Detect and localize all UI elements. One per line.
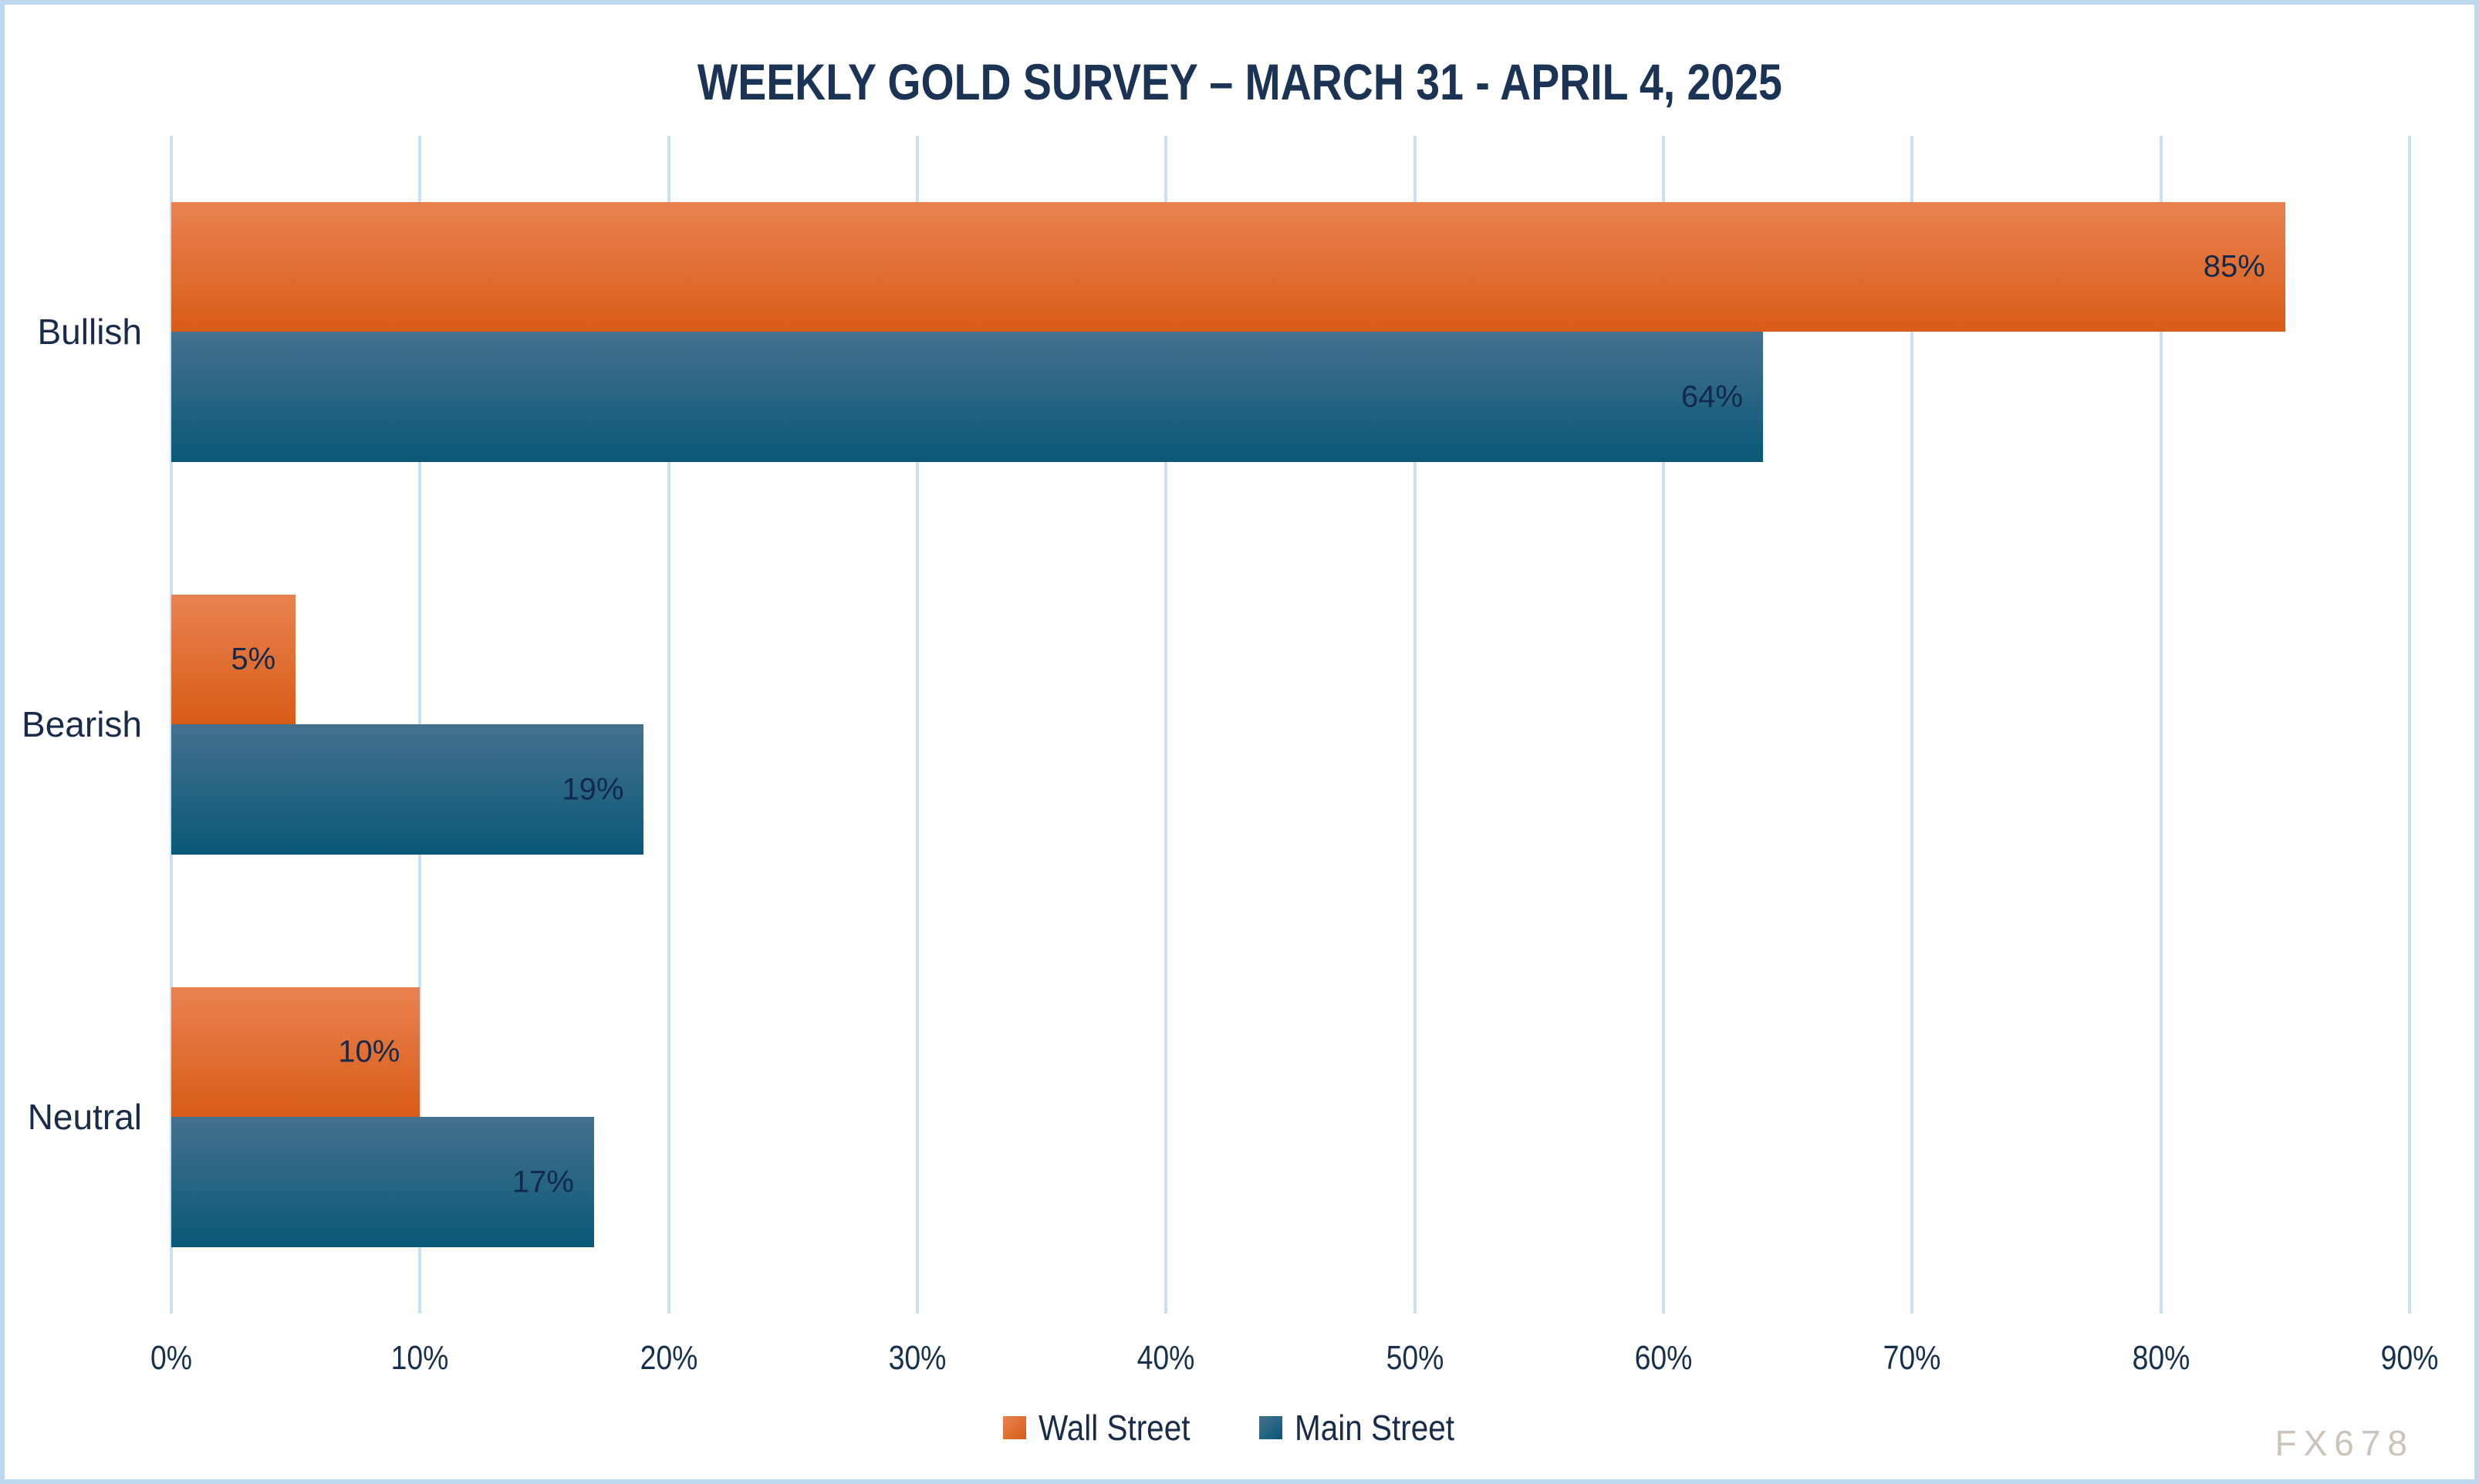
bar-value-label-wall-street-neutral: 10% <box>338 1034 400 1069</box>
x-tick-label-80: 80% <box>2127 1339 2195 1378</box>
gridline-70 <box>1910 136 1914 1314</box>
legend: Wall Street Main Street <box>5 1407 2474 1449</box>
gridline-90 <box>2408 136 2411 1314</box>
bar-value-label-main-street-bearish: 19% <box>562 772 624 807</box>
bar-main-street-bearish: 19% <box>171 724 644 855</box>
gridline-20 <box>667 136 670 1314</box>
x-tick-text-10: 10% <box>390 1339 449 1377</box>
chart-title: WEEKLY GOLD SURVEY – MARCH 31 - APRIL 4,… <box>5 45 2474 119</box>
x-tick-text-20: 20% <box>640 1339 698 1377</box>
legend-item-wall-street: Wall Street <box>1003 1407 1211 1449</box>
category-label-bullish: Bullish <box>37 312 142 352</box>
bar-main-street-neutral: 17% <box>171 1117 594 1248</box>
gridline-50 <box>1413 136 1417 1314</box>
category-row-neutral: Neutral 10% 17% <box>28 921 2410 1314</box>
x-tick-text-80: 80% <box>2132 1339 2190 1377</box>
x-tick-label-70: 70% <box>1878 1339 1946 1378</box>
x-tick-label-60: 60% <box>1630 1339 1697 1378</box>
x-tick-text-40: 40% <box>1136 1339 1195 1377</box>
category-row-bearish: Bearish 5% 19% <box>22 528 2410 921</box>
x-tick-text-70: 70% <box>1883 1339 1941 1377</box>
bar-value-label-main-street-bullish: 64% <box>1680 379 1743 414</box>
bar-main-street-bullish: 64% <box>171 332 1763 463</box>
legend-marker-main-street <box>1258 1416 1282 1439</box>
x-tick-label-40: 40% <box>1132 1339 1200 1378</box>
x-tick-text-60: 60% <box>1634 1339 1693 1377</box>
x-tick-label-20: 20% <box>635 1339 703 1378</box>
bar-value-label-wall-street-bullish: 85% <box>2203 249 2265 284</box>
gridline-60 <box>1662 136 1665 1314</box>
legend-item-main-street: Main Street <box>1258 1407 1476 1449</box>
x-axis: 0% 10% 20% 30% 40% 50% 60% 70% 80% 90% <box>150 1333 2438 1387</box>
legend-label-wall-street: Wall Street <box>1039 1408 1191 1448</box>
x-tick-text-50: 50% <box>1386 1339 1444 1377</box>
x-tick-text-90: 90% <box>2380 1339 2439 1377</box>
bar-wall-street-bearish: 5% <box>171 594 296 725</box>
category-row-bullish: Bullish 85% 64% <box>37 136 2410 528</box>
chart-title-text: WEEKLY GOLD SURVEY – MARCH 31 - APRIL 4,… <box>697 53 1782 110</box>
gridline-80 <box>2159 136 2163 1314</box>
category-label-neutral: Neutral <box>27 1097 142 1138</box>
plot-area: Bullish 85% 64% Bearish 5% 19% Neutral 10% 17% <box>22 136 2411 1314</box>
legend-marker-wall-street <box>1003 1416 1027 1439</box>
bar-value-label-main-street-neutral: 17% <box>512 1165 574 1199</box>
bar-value-label-wall-street-bearish: 5% <box>231 642 276 676</box>
x-tick-label-50: 50% <box>1381 1339 1449 1378</box>
legend-label-main-street: Main Street <box>1294 1408 1454 1448</box>
x-tick-label-30: 30% <box>883 1339 951 1378</box>
category-label-bearish: Bearish <box>22 704 142 745</box>
gridline-30 <box>916 136 919 1314</box>
bar-wall-street-bullish: 85% <box>171 201 2285 332</box>
x-tick-label-0: 0% <box>147 1339 196 1378</box>
bar-wall-street-neutral: 10% <box>171 987 420 1118</box>
x-tick-label-90: 90% <box>2376 1339 2444 1378</box>
gridline-40 <box>1164 136 1168 1314</box>
watermark: FX678 <box>2275 1423 2414 1463</box>
x-tick-text-0: 0% <box>150 1339 193 1377</box>
x-tick-text-30: 30% <box>888 1339 947 1377</box>
x-tick-label-10: 10% <box>386 1339 454 1378</box>
